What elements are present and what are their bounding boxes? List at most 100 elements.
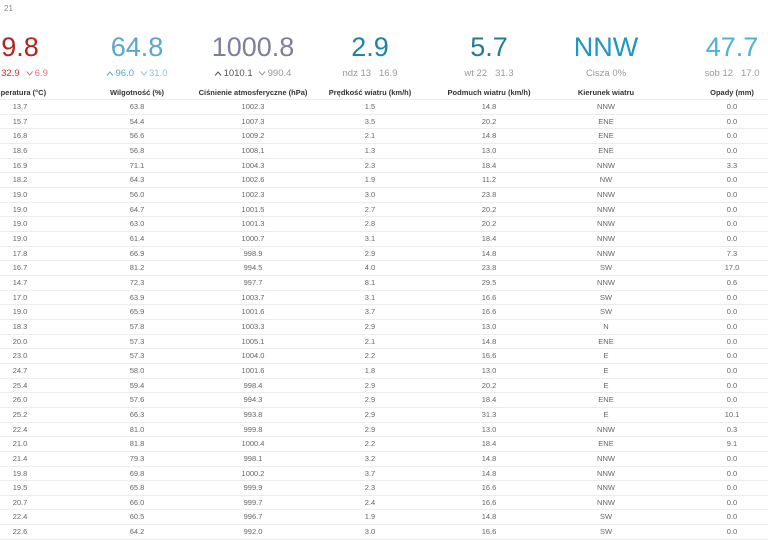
table-cell: 18.2 (12, 175, 28, 185)
summary-sub: sob 12 17.0 (704, 68, 759, 79)
table-cell: 20.2 (481, 116, 497, 126)
table-cell: 69.8 (129, 468, 145, 478)
page-label: 21 (4, 4, 13, 13)
column-header: Kierunek wiatru (577, 88, 635, 97)
up-arrow (106, 71, 114, 76)
summary-sub: ndz 13 16.9 (342, 68, 397, 79)
table-cell: 1008.1 (241, 145, 265, 155)
table-cell: 17.8 (12, 248, 28, 258)
table-cell: 22.6 (12, 527, 28, 537)
table-cell: 66.0 (129, 497, 145, 507)
table-cell: 2.1 (364, 131, 376, 141)
table-cell: 57.6 (129, 395, 145, 405)
table-cell: 0.0 (726, 351, 738, 361)
table-cell: 1001.5 (241, 204, 265, 214)
table-cell: ENE (598, 145, 614, 155)
row-separator (0, 260, 768, 262)
table-cell: 16.6 (481, 307, 497, 317)
table-cell: 2.3 (364, 160, 376, 170)
table-cell: 14.8 (481, 453, 497, 463)
table-cell: 999.8 (243, 424, 263, 434)
table-cell: 7.3 (726, 248, 738, 258)
table-cell: 997.7 (243, 277, 263, 287)
table-cell: NNW (597, 219, 615, 229)
row-separator (0, 377, 768, 379)
table-cell: 16.6 (481, 483, 497, 493)
table-cell: 23.0 (12, 351, 28, 361)
summary-text: 1010.1 (223, 68, 253, 79)
table-cell: 0.0 (726, 336, 738, 346)
column-header: Prędkość wiatru (km/h) (328, 88, 412, 97)
table-cell: 9.1 (726, 439, 738, 449)
table-cell: 18.4 (481, 160, 497, 170)
table-cell: 0.0 (726, 380, 738, 390)
table-cell: 1009.2 (241, 131, 265, 141)
table-cell: 16.6 (481, 292, 497, 302)
table-cell: 17.0 (724, 263, 740, 273)
table-cell: NNW (597, 102, 615, 111)
table-cell: SW (599, 512, 613, 522)
down-arrow (140, 71, 147, 76)
table-cell: 1000.2 (241, 468, 265, 478)
table-cell: 0.0 (726, 453, 738, 463)
table-cell: 3.0 (364, 189, 376, 199)
table-cell: 3.1 (364, 233, 376, 243)
table-cell: SW (599, 292, 613, 302)
table-cell: 25.4 (12, 380, 28, 390)
row-separator (0, 392, 768, 394)
table-cell: 63.8 (129, 102, 145, 111)
table-cell: 1001.3 (241, 219, 265, 229)
table-cell: NW (599, 175, 613, 185)
table-cell: 64.7 (129, 204, 145, 214)
table-cell: 19.0 (12, 219, 28, 229)
table-cell: 81.2 (129, 263, 145, 273)
table-cell: 0.0 (726, 365, 738, 375)
row-separator (0, 172, 768, 174)
table-cell: NNW (597, 497, 615, 507)
table-cell: 1.9 (364, 175, 376, 185)
summary-value: 64.8 (110, 32, 164, 62)
table-cell: 0.0 (726, 145, 738, 155)
table-cell: 2.9 (364, 409, 376, 419)
table-cell: 72.3 (129, 277, 145, 287)
table-cell: 13.0 (481, 365, 497, 375)
summary-sub: Cisza 0% (586, 68, 626, 79)
table-cell: NNW (597, 204, 615, 214)
table-cell: 0.0 (726, 219, 738, 229)
table-cell: 2.4 (364, 497, 376, 507)
table-cell: 0.0 (726, 116, 738, 126)
table-cell: 65.8 (129, 483, 145, 493)
table-cell: NNW (597, 453, 615, 463)
table-cell: 57.3 (129, 351, 145, 361)
table-cell: 0.0 (726, 395, 738, 405)
table-cell: 31.3 (481, 409, 497, 419)
table-cell: ENE (598, 439, 614, 449)
table-cell: 20.2 (481, 204, 497, 214)
table-cell: 19.0 (12, 204, 28, 214)
column-header: Opady (mm) (710, 88, 754, 97)
row-separator (0, 201, 768, 203)
down-arrow (25, 71, 33, 76)
table-cell: 14.8 (481, 468, 497, 478)
table-cell: 26.0 (12, 395, 28, 405)
summary-value: 2.9 (351, 32, 389, 62)
table-cell: 13.7 (12, 102, 28, 111)
table-cell: 0.3 (726, 424, 738, 434)
row-separator (0, 421, 768, 423)
table-cell: 10.1 (724, 409, 740, 419)
row-separator (0, 436, 768, 438)
table-cell: 1001.6 (241, 307, 265, 317)
table-cell: 63.0 (129, 219, 145, 229)
table-cell: 2.2 (364, 351, 376, 361)
table-cell: 20.7 (12, 497, 28, 507)
table-cell: 1004.0 (241, 351, 265, 361)
table-cell: NNW (597, 160, 615, 170)
table-cell: 19.0 (12, 189, 28, 199)
summary-text: 96.0 (115, 68, 135, 79)
table-cell: 1003.3 (241, 321, 265, 331)
table-cell: 0.0 (726, 102, 738, 111)
table-cell: 61.4 (129, 233, 145, 243)
table-cell: 13.0 (481, 321, 497, 331)
table-cell: SW (599, 527, 613, 537)
